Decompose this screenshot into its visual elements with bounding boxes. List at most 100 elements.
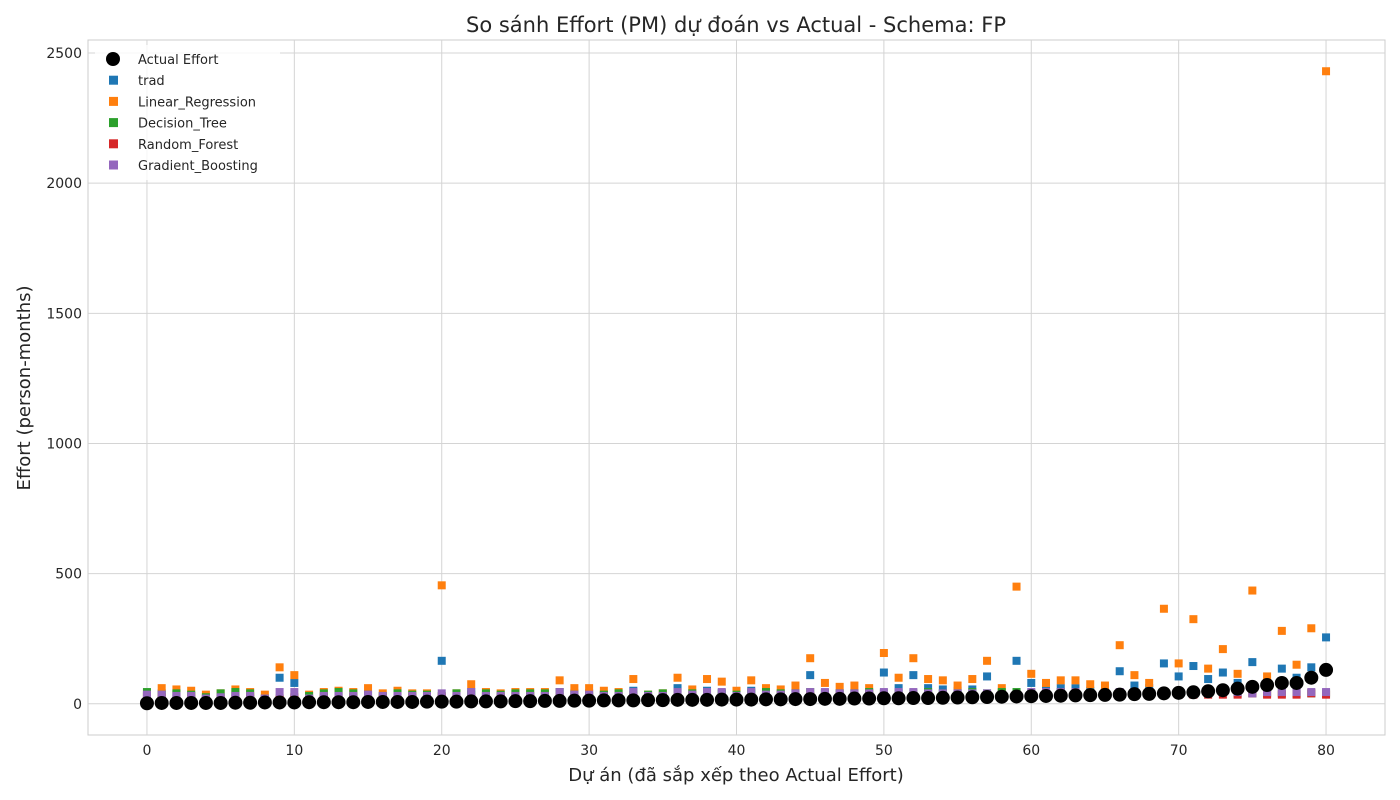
y-tick-label: 0: [73, 697, 82, 713]
chart-title: So sánh Effort (PM) dự đoán vs Actual - …: [466, 13, 1006, 37]
actual-effort-point: [346, 695, 361, 710]
actual-effort-point: [449, 694, 464, 709]
actual-effort-point: [1201, 684, 1216, 699]
actual-effort-point: [950, 690, 965, 705]
actual-effort-point: [655, 693, 670, 708]
legend-marker-decision-tree: [109, 118, 118, 128]
linear-regression-point: [673, 673, 682, 682]
actual-effort-point: [508, 694, 523, 709]
actual-effort-point: [1260, 678, 1275, 693]
actual-effort-point: [935, 690, 950, 705]
linear-regression-point: [1027, 669, 1036, 678]
gradient-boosting-point: [703, 688, 712, 697]
trad-point: [1027, 678, 1036, 687]
legend-marker-actual-effort: [106, 52, 120, 66]
linear-regression-point: [806, 654, 815, 663]
actual-effort-point: [243, 695, 258, 710]
linear-regression-point: [275, 663, 284, 672]
linear-regression-point: [1071, 676, 1080, 685]
actual-effort-point: [876, 691, 891, 706]
trad-point: [1307, 663, 1316, 672]
linear-regression-point: [1056, 676, 1065, 685]
actual-effort-point: [803, 692, 818, 707]
linear-regression-point: [1145, 678, 1154, 687]
gradient-boosting-point: [437, 689, 446, 698]
trad-point: [1159, 659, 1168, 668]
trad-point: [983, 672, 992, 681]
actual-effort-point: [375, 694, 390, 709]
linear-regression-point: [1086, 680, 1095, 689]
tick-labels: 0 10 20 30 40 50 60 70 80 0 500 1000 1500 2000 2500: [46, 46, 1335, 759]
actual-effort-point: [184, 695, 199, 710]
actual-effort-point: [685, 692, 700, 707]
gradient-boosting-point: [1277, 688, 1286, 697]
legend-marker-random-forest: [109, 139, 118, 149]
trad-point: [275, 673, 284, 682]
gradient-boosting-point: [806, 688, 815, 697]
legend-label-decision-tree: Decision_Tree: [138, 117, 227, 132]
legend-label-gradient-boosting: Gradient_Boosting: [138, 159, 258, 174]
linear-regression-point: [1218, 645, 1227, 654]
linear-regression-point: [437, 581, 446, 590]
linear-regression-point: [909, 654, 918, 663]
linear-regression-point: [629, 675, 638, 684]
trad-point: [1130, 681, 1139, 690]
legend-label-trad: trad: [138, 74, 165, 89]
actual-effort-point: [1112, 687, 1127, 702]
legend-background: [95, 45, 280, 180]
gradient-boosting-point: [1292, 688, 1301, 697]
actual-effort-point: [1068, 688, 1083, 703]
y-axis-label: Effort (person-months): [14, 285, 35, 490]
linear-regression-point: [1130, 671, 1139, 680]
actual-effort-point: [1142, 686, 1157, 701]
linear-regression-point: [290, 671, 299, 680]
linear-regression-point: [1248, 586, 1257, 595]
actual-effort-point: [729, 692, 744, 707]
linear-regression-point: [820, 678, 829, 687]
linear-regression-point: [983, 656, 992, 665]
linear-regression-point: [894, 673, 903, 682]
gradient-boosting-point: [629, 688, 638, 697]
actual-effort-point: [714, 692, 729, 707]
actual-effort-point: [1245, 679, 1260, 694]
data-markers: [139, 67, 1334, 711]
linear-regression-point: [585, 684, 594, 693]
trad-point: [1322, 633, 1331, 642]
actual-effort-point: [965, 690, 980, 705]
actual-effort-point: [1274, 675, 1289, 690]
actual-effort-point: [272, 695, 287, 710]
trad-point: [290, 678, 299, 687]
actual-effort-point: [228, 695, 243, 710]
actual-effort-point: [523, 694, 538, 709]
actual-effort-point: [1156, 686, 1171, 701]
series-actual-effort: [139, 662, 1334, 711]
actual-effort-point: [1215, 683, 1230, 698]
trad-point: [1189, 662, 1198, 671]
gradient-boosting-point: [172, 691, 181, 700]
linear-regression-point: [968, 675, 977, 684]
actual-effort-point: [316, 695, 331, 710]
actual-effort-point: [1039, 688, 1054, 703]
legend-label-random-forest: Random_Forest: [138, 138, 238, 153]
actual-effort-point: [361, 694, 376, 709]
linear-regression-point: [1277, 626, 1286, 635]
actual-effort-point: [773, 692, 788, 707]
actual-effort-point: [390, 694, 405, 709]
actual-effort-point: [1053, 688, 1068, 703]
x-tick-label: 60: [1022, 743, 1040, 759]
legend-label-linear-regression: Linear_Regression: [138, 95, 256, 110]
actual-effort-point: [980, 689, 995, 704]
actual-effort-point: [700, 692, 715, 707]
actual-effort-point: [1289, 675, 1304, 690]
linear-regression-point: [717, 677, 726, 686]
linear-regression-point: [924, 675, 933, 684]
legend-marker-gradient-boosting: [109, 160, 118, 170]
actual-effort-point: [537, 693, 552, 708]
linear-regression-point: [1115, 641, 1124, 650]
gradient-boosting-point: [1263, 688, 1272, 697]
y-tick-label: 2000: [46, 176, 82, 192]
actual-effort-point: [434, 694, 449, 709]
x-tick-label: 40: [728, 743, 746, 759]
x-tick-label: 20: [433, 743, 451, 759]
actual-effort-point: [626, 693, 641, 708]
